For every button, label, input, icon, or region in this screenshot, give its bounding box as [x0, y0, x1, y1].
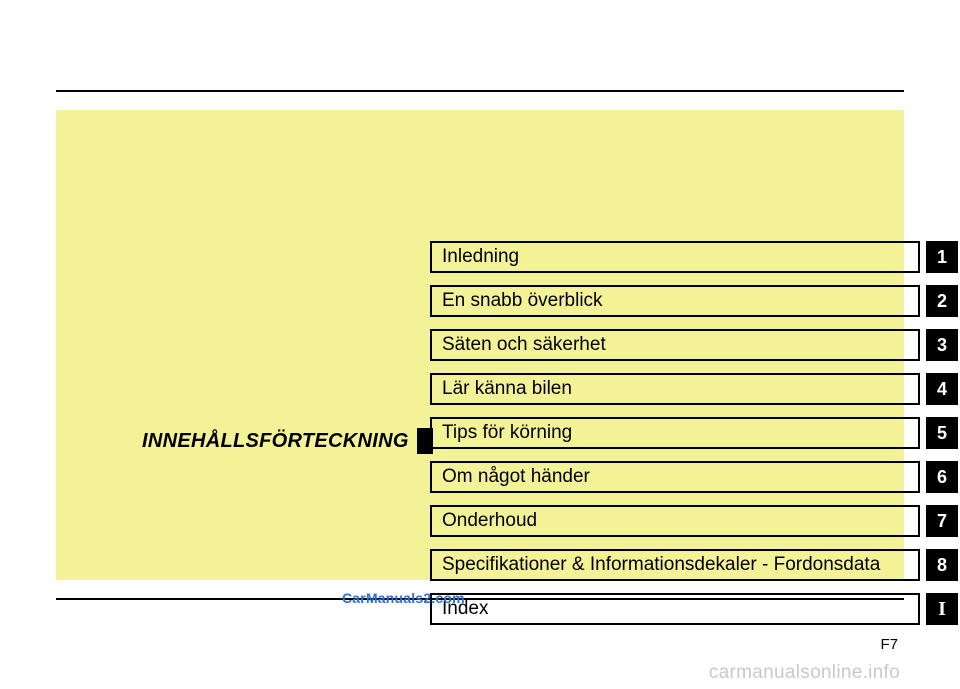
toc-row: En snabb överblick 2: [430, 285, 958, 317]
bottom-rule: [56, 598, 904, 600]
toc-item-num: 8: [926, 549, 958, 581]
toc-list: Inledning 1 En snabb överblick 2 Säten o…: [430, 241, 958, 625]
toc-item-label: En snabb överblick: [430, 285, 920, 317]
title-block: INNEHÅLLSFÖRTECKNING: [142, 428, 433, 454]
toc-item-num: I: [926, 593, 958, 625]
toc-item-label: Onderhoud: [430, 505, 920, 537]
toc-item-label: Säten och säkerhet: [430, 329, 920, 361]
toc-item-num: 4: [926, 373, 958, 405]
toc-item-num: 5: [926, 417, 958, 449]
toc-panel: INNEHÅLLSFÖRTECKNING Inledning 1 En snab…: [56, 110, 904, 580]
toc-item-num: 3: [926, 329, 958, 361]
toc-row: Onderhoud 7: [430, 505, 958, 537]
toc-title: INNEHÅLLSFÖRTECKNING: [142, 430, 409, 453]
toc-item-num: 1: [926, 241, 958, 273]
toc-item-label: Inledning: [430, 241, 920, 273]
page: INNEHÅLLSFÖRTECKNING Inledning 1 En snab…: [0, 0, 960, 689]
toc-item-num: 2: [926, 285, 958, 317]
toc-item-label: Specifikationer & Informationsdekaler - …: [430, 549, 920, 581]
toc-row: Säten och säkerhet 3: [430, 329, 958, 361]
toc-item-num: 7: [926, 505, 958, 537]
toc-item-num: 6: [926, 461, 958, 493]
toc-item-label: Om något händer: [430, 461, 920, 493]
toc-item-label: Lär känna bilen: [430, 373, 920, 405]
toc-row: Om något händer 6: [430, 461, 958, 493]
toc-row: Tips för körning 5: [430, 417, 958, 449]
toc-row: Specifikationer & Informationsdekaler - …: [430, 549, 958, 581]
watermark-site: carmanualsonline.info: [709, 662, 900, 684]
toc-item-label: Tips för körning: [430, 417, 920, 449]
toc-row: Lär känna bilen 4: [430, 373, 958, 405]
toc-row: Inledning 1: [430, 241, 958, 273]
page-number: F7: [880, 636, 898, 653]
watermark-carmanuals2: CarManuals2.com: [342, 590, 465, 606]
top-rule: [56, 90, 904, 92]
